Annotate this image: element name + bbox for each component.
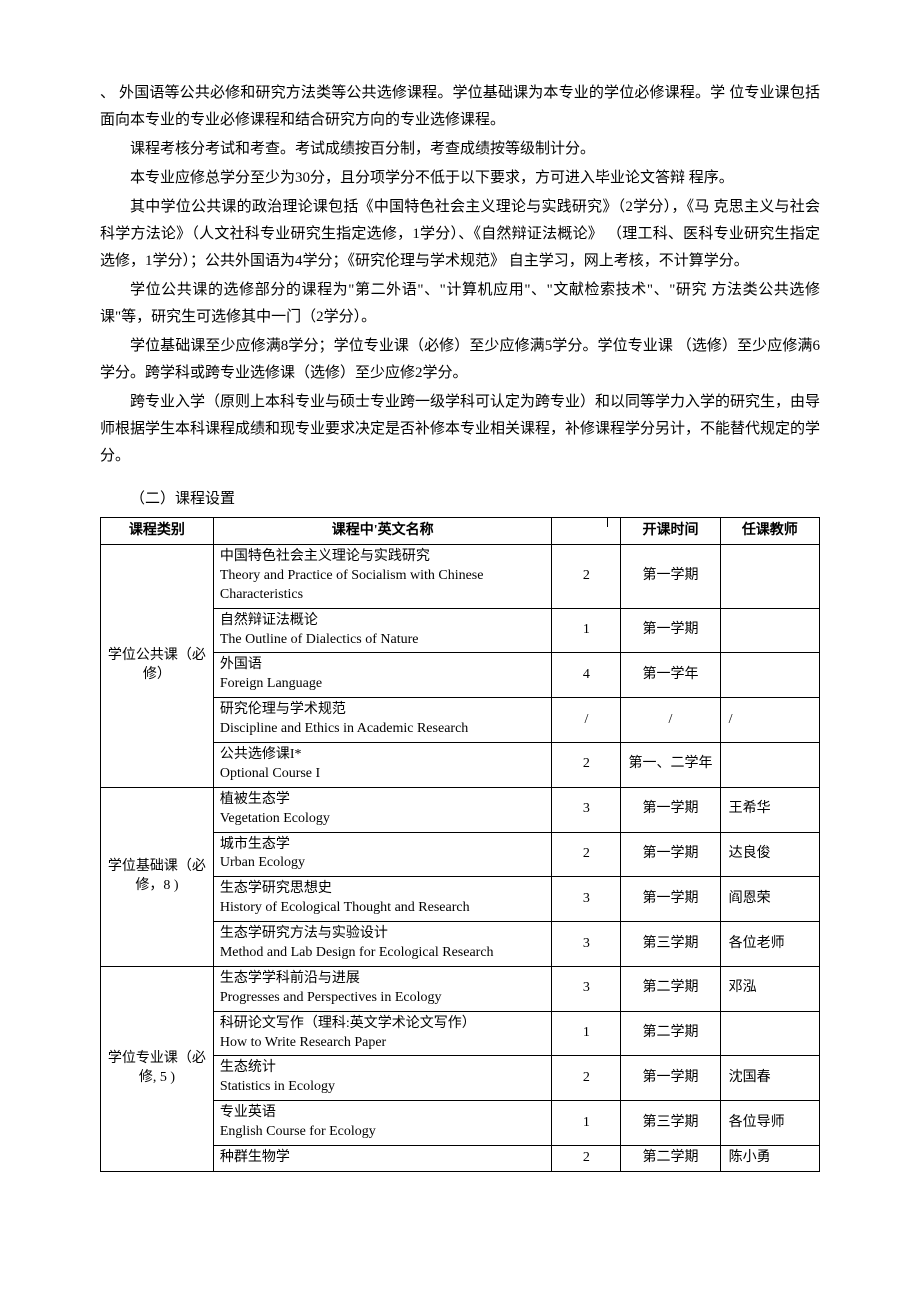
teacher-cell: 阎恩荣: [720, 877, 819, 922]
course-cell: 植被生态学Vegetation Ecology: [213, 787, 552, 832]
semester-cell: 第二学期: [621, 1146, 720, 1172]
course-cell: 生态学研究思想史History of Ecological Thought an…: [213, 877, 552, 922]
paragraph: 课程考核分考试和考查。考试成绩按百分制，考查成绩按等级制计分。: [100, 136, 820, 163]
credit-cell: 2: [552, 832, 621, 877]
paragraph: 学位公共课的选修部分的课程为"第二外语"、"计算机应用"、"文献检索技术"、"研…: [100, 277, 820, 331]
course-cell: 专业英语English Course for Ecology: [213, 1101, 552, 1146]
semester-cell: 第一学期: [621, 1056, 720, 1101]
credit-cell: 1: [552, 1011, 621, 1056]
course-cell: 自然辩证法概论The Outline of Dialectics of Natu…: [213, 608, 552, 653]
credit-cell: 2: [552, 1146, 621, 1172]
semester-cell: 第一学年: [621, 653, 720, 698]
col-semester: 开课时间: [621, 518, 720, 545]
credit-cell: 3: [552, 877, 621, 922]
credit-cell: 2: [552, 743, 621, 788]
semester-cell: 第一学期: [621, 832, 720, 877]
teacher-cell: [720, 608, 819, 653]
col-category: 课程类别: [101, 518, 214, 545]
semester-cell: 第一学期: [621, 787, 720, 832]
semester-cell: 第一学期: [621, 545, 720, 609]
paragraph: 其中学位公共课的政治理论课包括《中国特色社会主义理论与实践研究》（2学分），《马…: [100, 194, 820, 275]
col-credit: [552, 518, 621, 545]
semester-cell: 第一、二学年: [621, 743, 720, 788]
teacher-cell: 沈国春: [720, 1056, 819, 1101]
course-cell: 种群生物学: [213, 1146, 552, 1172]
credit-cell: 4: [552, 653, 621, 698]
teacher-cell: [720, 743, 819, 788]
credit-cell: 2: [552, 545, 621, 609]
teacher-cell: 邓泓: [720, 966, 819, 1011]
semester-cell: 第三学期: [621, 1101, 720, 1146]
course-cell: 生态学学科前沿与进展Progresses and Perspectives in…: [213, 966, 552, 1011]
section-title: （二）课程设置: [100, 486, 820, 513]
credit-cell: 2: [552, 1056, 621, 1101]
col-course: 课程中'英文名称: [213, 518, 552, 545]
category-cell: 学位公共课（必修）: [101, 545, 214, 788]
course-cell: 中国特色社会主义理论与实践研究Theory and Practice of So…: [213, 545, 552, 609]
table-row: 学位基础课（必修，8 )植被生态学Vegetation Ecology3第一学期…: [101, 787, 820, 832]
paragraph: 本专业应修总学分至少为30分，且分项学分不低于以下要求，方可进入毕业论文答辩 程…: [100, 165, 820, 192]
semester-cell: 第一学期: [621, 877, 720, 922]
corner-mark-icon: [592, 517, 608, 527]
category-cell: 学位基础课（必修，8 ): [101, 787, 214, 966]
credit-cell: 1: [552, 1101, 621, 1146]
course-cell: 生态学研究方法与实验设计Method and Lab Design for Ec…: [213, 922, 552, 967]
course-cell: 科研论文写作（理科:英文学术论文写作）How to Write Research…: [213, 1011, 552, 1056]
credit-cell: 1: [552, 608, 621, 653]
course-cell: 公共选修课I*Optional Course I: [213, 743, 552, 788]
paragraph: 学位基础课至少应修满8学分；学位专业课（必修）至少应修满5学分。学位专业课 （选…: [100, 333, 820, 387]
category-cell: 学位专业课（必修, 5 ): [101, 966, 214, 1171]
teacher-cell: 各位老师: [720, 922, 819, 967]
table-row: 学位专业课（必修, 5 )生态学学科前沿与进展Progresses and Pe…: [101, 966, 820, 1011]
teacher-cell: 王希华: [720, 787, 819, 832]
credit-cell: 3: [552, 922, 621, 967]
paragraph: 跨专业入学（原则上本科专业与硕士专业跨一级学科可认定为跨专业）和以同等学力入学的…: [100, 389, 820, 470]
body-paragraphs: 、 外国语等公共必修和研究方法类等公共选修课程。学位基础课为本专业的学位必修课程…: [100, 80, 820, 470]
semester-cell: 第二学期: [621, 966, 720, 1011]
teacher-cell: [720, 1011, 819, 1056]
course-cell: 研究伦理与学术规范Discipline and Ethics in Academ…: [213, 698, 552, 743]
teacher-cell: [720, 545, 819, 609]
course-cell: 城市生态学Urban Ecology: [213, 832, 552, 877]
course-cell: 外国语Foreign Language: [213, 653, 552, 698]
semester-cell: 第三学期: [621, 922, 720, 967]
table-header-row: 课程类别 课程中'英文名称 开课时间 任课教师: [101, 518, 820, 545]
teacher-cell: 达良俊: [720, 832, 819, 877]
course-cell: 生态统计Statistics in Ecology: [213, 1056, 552, 1101]
credit-cell: 3: [552, 787, 621, 832]
teacher-cell: /: [720, 698, 819, 743]
teacher-cell: [720, 653, 819, 698]
teacher-cell: 各位导师: [720, 1101, 819, 1146]
table-row: 学位公共课（必修）中国特色社会主义理论与实践研究Theory and Pract…: [101, 545, 820, 609]
semester-cell: /: [621, 698, 720, 743]
col-teacher: 任课教师: [720, 518, 819, 545]
paragraph: 、 外国语等公共必修和研究方法类等公共选修课程。学位基础课为本专业的学位必修课程…: [100, 80, 820, 134]
semester-cell: 第二学期: [621, 1011, 720, 1056]
credit-cell: /: [552, 698, 621, 743]
teacher-cell: 陈小勇: [720, 1146, 819, 1172]
credit-cell: 3: [552, 966, 621, 1011]
semester-cell: 第一学期: [621, 608, 720, 653]
course-table: 课程类别 课程中'英文名称 开课时间 任课教师 学位公共课（必修）中国特色社会主…: [100, 517, 820, 1172]
